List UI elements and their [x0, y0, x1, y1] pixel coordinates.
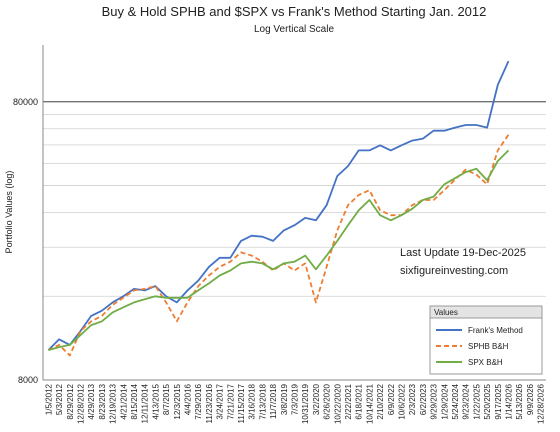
x-tick-label: 6/9/2022: [387, 383, 396, 415]
x-tick-label: 11/7/2018: [269, 383, 278, 419]
x-tick-label: 7/13/2018: [258, 383, 267, 419]
x-tick-label: 2/10/2022: [376, 383, 385, 419]
x-tick-label: 10/31/2019: [301, 383, 310, 424]
x-tick-label: 7/3/2019: [291, 383, 300, 415]
x-tick-label: 7/21/2017: [226, 383, 235, 419]
chart-subtitle: Log Vertical Scale: [254, 24, 334, 35]
x-tick-label: 1/22/2025: [472, 383, 481, 419]
y-axis-label: Portfolio Values (log): [4, 171, 14, 254]
x-tick-label: 8/7/2015: [162, 383, 171, 415]
x-tick-label: 3/8/2019: [280, 383, 289, 415]
x-tick-label: 11/15/2017: [237, 383, 246, 423]
x-tick-label: 10/22/2020: [333, 383, 342, 424]
legend-label: SPHB B&H: [468, 342, 509, 351]
x-tick-label: 3/2/2020: [312, 383, 321, 415]
x-tick-label: 12/28/2026: [537, 383, 546, 424]
x-tick-label: 9/29/2023: [430, 383, 439, 419]
x-tick-label: 5/20/2025: [483, 383, 492, 419]
x-tick-label: 5/13/2026: [515, 383, 524, 419]
x-tick-label: 11/23/2016: [205, 383, 214, 423]
annotation: sixfigureinvesting.com: [400, 265, 508, 277]
annotation: Last Update 19-Dec-2025: [400, 247, 526, 259]
legend-title: Values: [434, 308, 458, 317]
legend-header: [429, 305, 543, 319]
x-tick-label: 2/3/2023: [408, 383, 417, 415]
x-tick-label: 2/22/2021: [344, 383, 353, 419]
x-tick-label: 4/4/2016: [183, 383, 192, 415]
x-tick-label: 10/6/2022: [398, 383, 407, 419]
x-tick-label: 10/14/2021: [365, 383, 374, 424]
series-line: [48, 149, 510, 351]
x-tick-label: 12/11/2014: [141, 383, 150, 423]
x-tick-label: 7/29/2016: [194, 383, 203, 419]
x-tick-label: 3/16/2018: [248, 383, 257, 419]
x-tick-label: 4/13/2015: [151, 383, 160, 419]
legend-label: SPX B&H: [468, 358, 503, 367]
x-tick-label: 1/29/2024: [440, 383, 449, 419]
x-tick-label: 1/5/2012: [44, 383, 53, 415]
x-tick-label: 8/15/2014: [130, 383, 139, 419]
chart-title: Buy & Hold SPHB and $SPX vs Frank's Meth…: [102, 4, 487, 19]
x-tick-label: 9/9/2026: [526, 383, 535, 415]
x-tick-label: 12/3/2015: [173, 383, 182, 419]
x-tick-label: 12/28/2012: [76, 383, 85, 424]
x-tick-label: 9/23/2024: [462, 383, 471, 419]
legend-label: Frank's Method: [468, 326, 523, 335]
x-tick-label: 5/24/2024: [451, 383, 460, 419]
y-tick-label: 80000: [13, 97, 38, 107]
x-tick-label: 1/14/2026: [505, 383, 514, 419]
x-tick-label: 6/26/2020: [323, 383, 332, 419]
x-tick-label: 6/18/2021: [355, 383, 364, 419]
y-tick-label: 8000: [18, 375, 38, 385]
x-tick-label: 9/17/2025: [494, 383, 503, 419]
x-tick-label: 8/23/2013: [98, 383, 107, 419]
x-tick-label: 6/2/2023: [419, 383, 428, 415]
x-tick-label: 4/29/2013: [87, 383, 96, 419]
series-line: [47, 60, 510, 351]
x-tick-label: 4/21/2014: [119, 383, 128, 419]
x-tick-label: 8/29/2012: [66, 383, 75, 419]
x-tick-label: 12/19/2013: [109, 383, 118, 424]
x-tick-label: 3/24/2017: [216, 383, 225, 419]
x-tick-label: 5/3/2012: [55, 383, 64, 415]
